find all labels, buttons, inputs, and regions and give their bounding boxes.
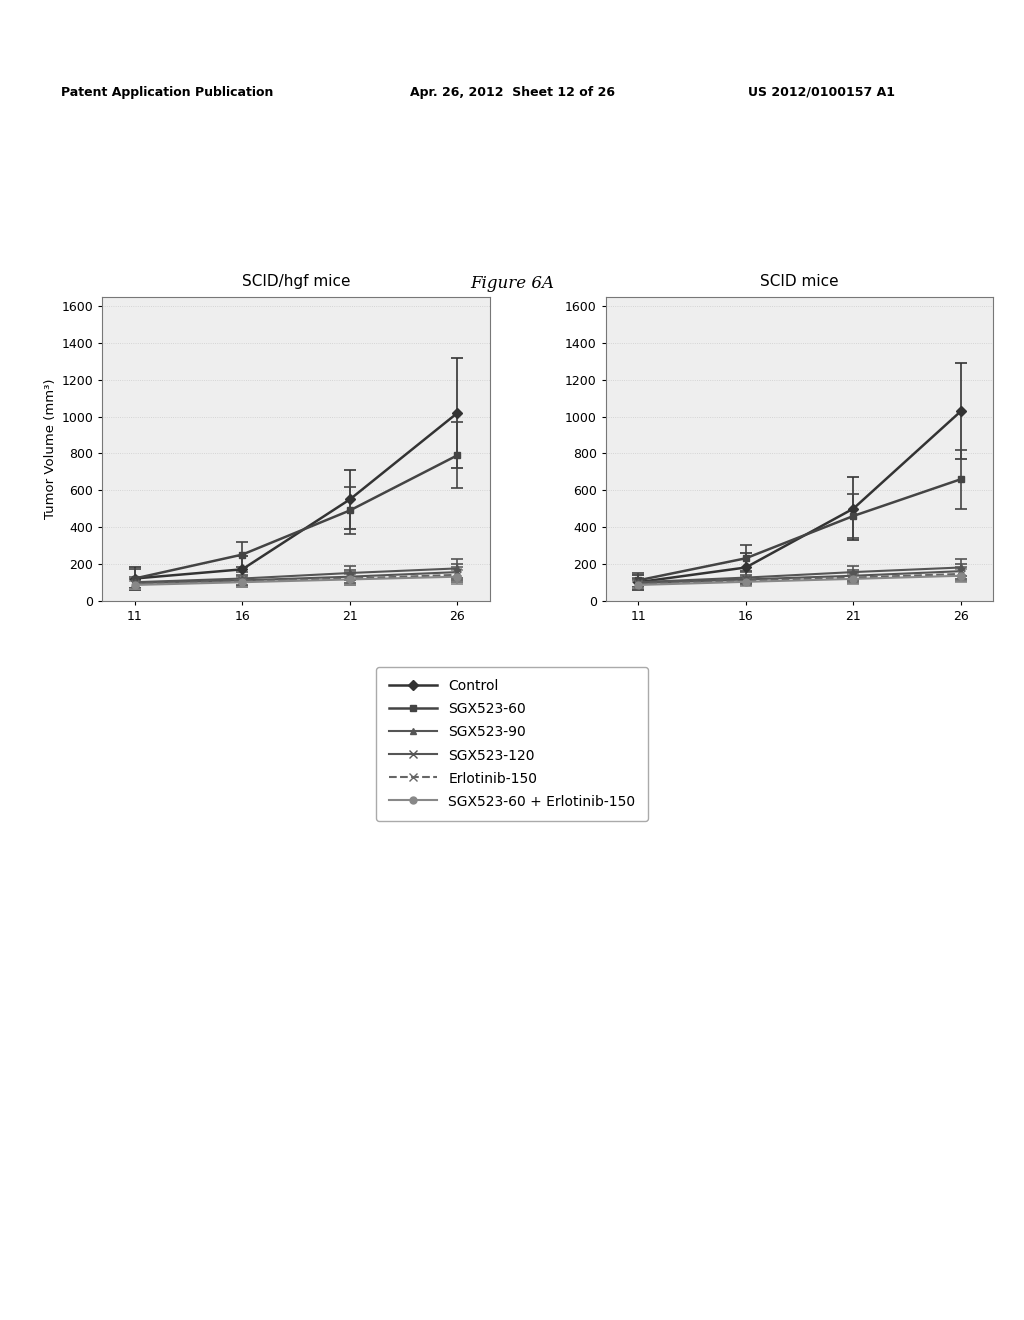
Y-axis label: Tumor Volume (mm³): Tumor Volume (mm³) — [44, 379, 57, 519]
Title: SCID/hgf mice: SCID/hgf mice — [242, 273, 350, 289]
Title: SCID mice: SCID mice — [760, 273, 839, 289]
Text: Apr. 26, 2012  Sheet 12 of 26: Apr. 26, 2012 Sheet 12 of 26 — [410, 86, 614, 99]
Legend: Control, SGX523-60, SGX523-90, SGX523-120, Erlotinib-150, SGX523-60 + Erlotinib-: Control, SGX523-60, SGX523-90, SGX523-12… — [376, 667, 648, 821]
Text: Figure 6A: Figure 6A — [470, 276, 554, 292]
Text: Patent Application Publication: Patent Application Publication — [61, 86, 273, 99]
Text: US 2012/0100157 A1: US 2012/0100157 A1 — [748, 86, 895, 99]
